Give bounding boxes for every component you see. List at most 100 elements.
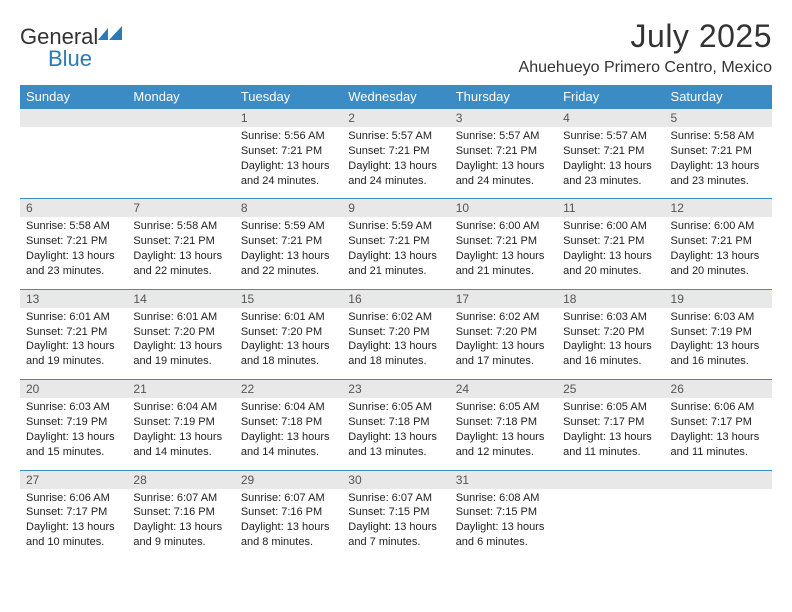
day-number-cell: 6 bbox=[20, 199, 127, 218]
day-number-cell: 21 bbox=[127, 380, 234, 399]
day-number-cell: 7 bbox=[127, 199, 234, 218]
daylight-text: Daylight: 13 hours and 16 minutes. bbox=[563, 339, 658, 369]
sunset-text: Sunset: 7:17 PM bbox=[26, 505, 121, 520]
daylight-text: Daylight: 13 hours and 22 minutes. bbox=[241, 249, 336, 279]
sunrise-text: Sunrise: 5:58 AM bbox=[671, 129, 766, 144]
sunset-text: Sunset: 7:21 PM bbox=[456, 144, 551, 159]
sunset-text: Sunset: 7:16 PM bbox=[241, 505, 336, 520]
sunset-text: Sunset: 7:19 PM bbox=[26, 415, 121, 430]
sunrise-text: Sunrise: 6:07 AM bbox=[241, 491, 336, 506]
date-number-row: 6789101112 bbox=[20, 199, 772, 218]
sunset-text: Sunset: 7:21 PM bbox=[133, 234, 228, 249]
day-number-cell: 25 bbox=[557, 380, 664, 399]
day-number-cell: 30 bbox=[342, 470, 449, 489]
weekday-header: Tuesday bbox=[235, 85, 342, 109]
sunset-text: Sunset: 7:15 PM bbox=[456, 505, 551, 520]
brand-logo: General Blue bbox=[20, 24, 124, 72]
day-number-cell: 1 bbox=[235, 109, 342, 128]
day-detail-cell: Sunrise: 5:57 AMSunset: 7:21 PMDaylight:… bbox=[342, 127, 449, 199]
day-number-cell: 14 bbox=[127, 289, 234, 308]
day-number-cell: 24 bbox=[450, 380, 557, 399]
date-detail-row: Sunrise: 6:06 AMSunset: 7:17 PMDaylight:… bbox=[20, 489, 772, 560]
day-number-cell: 15 bbox=[235, 289, 342, 308]
weekday-header: Thursday bbox=[450, 85, 557, 109]
date-number-row: 12345 bbox=[20, 109, 772, 128]
day-number-cell: 29 bbox=[235, 470, 342, 489]
day-detail-cell: Sunrise: 6:03 AMSunset: 7:19 PMDaylight:… bbox=[20, 398, 127, 470]
day-number-cell: 20 bbox=[20, 380, 127, 399]
day-number-cell: 31 bbox=[450, 470, 557, 489]
day-detail-cell: Sunrise: 6:00 AMSunset: 7:21 PMDaylight:… bbox=[665, 217, 772, 289]
sunrise-text: Sunrise: 5:58 AM bbox=[133, 219, 228, 234]
sunset-text: Sunset: 7:19 PM bbox=[671, 325, 766, 340]
daylight-text: Daylight: 13 hours and 17 minutes. bbox=[456, 339, 551, 369]
day-number-cell: 26 bbox=[665, 380, 772, 399]
day-detail-cell: Sunrise: 6:04 AMSunset: 7:19 PMDaylight:… bbox=[127, 398, 234, 470]
day-number-cell: 11 bbox=[557, 199, 664, 218]
day-detail-cell: Sunrise: 6:08 AMSunset: 7:15 PMDaylight:… bbox=[450, 489, 557, 560]
sunset-text: Sunset: 7:21 PM bbox=[26, 234, 121, 249]
day-detail-cell: Sunrise: 5:59 AMSunset: 7:21 PMDaylight:… bbox=[235, 217, 342, 289]
sunrise-text: Sunrise: 6:00 AM bbox=[563, 219, 658, 234]
day-number-cell: 23 bbox=[342, 380, 449, 399]
sunset-text: Sunset: 7:21 PM bbox=[241, 144, 336, 159]
day-detail-cell: Sunrise: 6:05 AMSunset: 7:18 PMDaylight:… bbox=[342, 398, 449, 470]
day-detail-cell: Sunrise: 5:58 AMSunset: 7:21 PMDaylight:… bbox=[665, 127, 772, 199]
sunrise-text: Sunrise: 6:06 AM bbox=[26, 491, 121, 506]
sunrise-text: Sunrise: 6:08 AM bbox=[456, 491, 551, 506]
day-detail-cell: Sunrise: 6:06 AMSunset: 7:17 PMDaylight:… bbox=[20, 489, 127, 560]
sunset-text: Sunset: 7:17 PM bbox=[563, 415, 658, 430]
day-number-cell: 8 bbox=[235, 199, 342, 218]
day-detail-cell: Sunrise: 6:06 AMSunset: 7:17 PMDaylight:… bbox=[665, 398, 772, 470]
sunrise-text: Sunrise: 5:59 AM bbox=[348, 219, 443, 234]
sunrise-text: Sunrise: 6:02 AM bbox=[348, 310, 443, 325]
calendar-table: Sunday Monday Tuesday Wednesday Thursday… bbox=[20, 85, 772, 560]
day-detail-cell: Sunrise: 6:05 AMSunset: 7:18 PMDaylight:… bbox=[450, 398, 557, 470]
sunset-text: Sunset: 7:21 PM bbox=[563, 144, 658, 159]
daylight-text: Daylight: 13 hours and 13 minutes. bbox=[348, 430, 443, 460]
day-number-cell: 3 bbox=[450, 109, 557, 128]
daylight-text: Daylight: 13 hours and 16 minutes. bbox=[671, 339, 766, 369]
sunrise-text: Sunrise: 5:57 AM bbox=[563, 129, 658, 144]
day-detail-cell: Sunrise: 6:03 AMSunset: 7:19 PMDaylight:… bbox=[665, 308, 772, 380]
sunset-text: Sunset: 7:16 PM bbox=[133, 505, 228, 520]
sunset-text: Sunset: 7:21 PM bbox=[348, 144, 443, 159]
day-detail-cell: Sunrise: 5:58 AMSunset: 7:21 PMDaylight:… bbox=[127, 217, 234, 289]
sunrise-text: Sunrise: 6:01 AM bbox=[241, 310, 336, 325]
brand-flag-icon bbox=[98, 26, 124, 49]
weekday-header: Sunday bbox=[20, 85, 127, 109]
daylight-text: Daylight: 13 hours and 14 minutes. bbox=[133, 430, 228, 460]
day-detail-cell bbox=[127, 127, 234, 199]
sunrise-text: Sunrise: 6:00 AM bbox=[671, 219, 766, 234]
sunset-text: Sunset: 7:21 PM bbox=[26, 325, 121, 340]
daylight-text: Daylight: 13 hours and 20 minutes. bbox=[563, 249, 658, 279]
date-number-row: 20212223242526 bbox=[20, 380, 772, 399]
daylight-text: Daylight: 13 hours and 11 minutes. bbox=[563, 430, 658, 460]
sunrise-text: Sunrise: 6:06 AM bbox=[671, 400, 766, 415]
day-number-cell: 17 bbox=[450, 289, 557, 308]
sunrise-text: Sunrise: 5:58 AM bbox=[26, 219, 121, 234]
day-number-cell: 27 bbox=[20, 470, 127, 489]
sunrise-text: Sunrise: 6:07 AM bbox=[348, 491, 443, 506]
day-detail-cell: Sunrise: 6:05 AMSunset: 7:17 PMDaylight:… bbox=[557, 398, 664, 470]
sunset-text: Sunset: 7:21 PM bbox=[671, 234, 766, 249]
weekday-header: Monday bbox=[127, 85, 234, 109]
day-detail-cell: Sunrise: 6:02 AMSunset: 7:20 PMDaylight:… bbox=[450, 308, 557, 380]
weekday-header: Saturday bbox=[665, 85, 772, 109]
sunset-text: Sunset: 7:20 PM bbox=[456, 325, 551, 340]
daylight-text: Daylight: 13 hours and 21 minutes. bbox=[456, 249, 551, 279]
daylight-text: Daylight: 13 hours and 18 minutes. bbox=[241, 339, 336, 369]
title-block: July 2025 Ahuehueyo Primero Centro, Mexi… bbox=[519, 18, 772, 77]
sunrise-text: Sunrise: 6:04 AM bbox=[241, 400, 336, 415]
daylight-text: Daylight: 13 hours and 10 minutes. bbox=[26, 520, 121, 550]
day-detail-cell: Sunrise: 5:56 AMSunset: 7:21 PMDaylight:… bbox=[235, 127, 342, 199]
day-number-cell bbox=[20, 109, 127, 128]
daylight-text: Daylight: 13 hours and 20 minutes. bbox=[671, 249, 766, 279]
date-detail-row: Sunrise: 6:03 AMSunset: 7:19 PMDaylight:… bbox=[20, 398, 772, 470]
day-detail-cell: Sunrise: 6:07 AMSunset: 7:15 PMDaylight:… bbox=[342, 489, 449, 560]
sunrise-text: Sunrise: 6:03 AM bbox=[671, 310, 766, 325]
day-detail-cell: Sunrise: 6:04 AMSunset: 7:18 PMDaylight:… bbox=[235, 398, 342, 470]
daylight-text: Daylight: 13 hours and 12 minutes. bbox=[456, 430, 551, 460]
day-number-cell bbox=[557, 470, 664, 489]
sunrise-text: Sunrise: 6:04 AM bbox=[133, 400, 228, 415]
